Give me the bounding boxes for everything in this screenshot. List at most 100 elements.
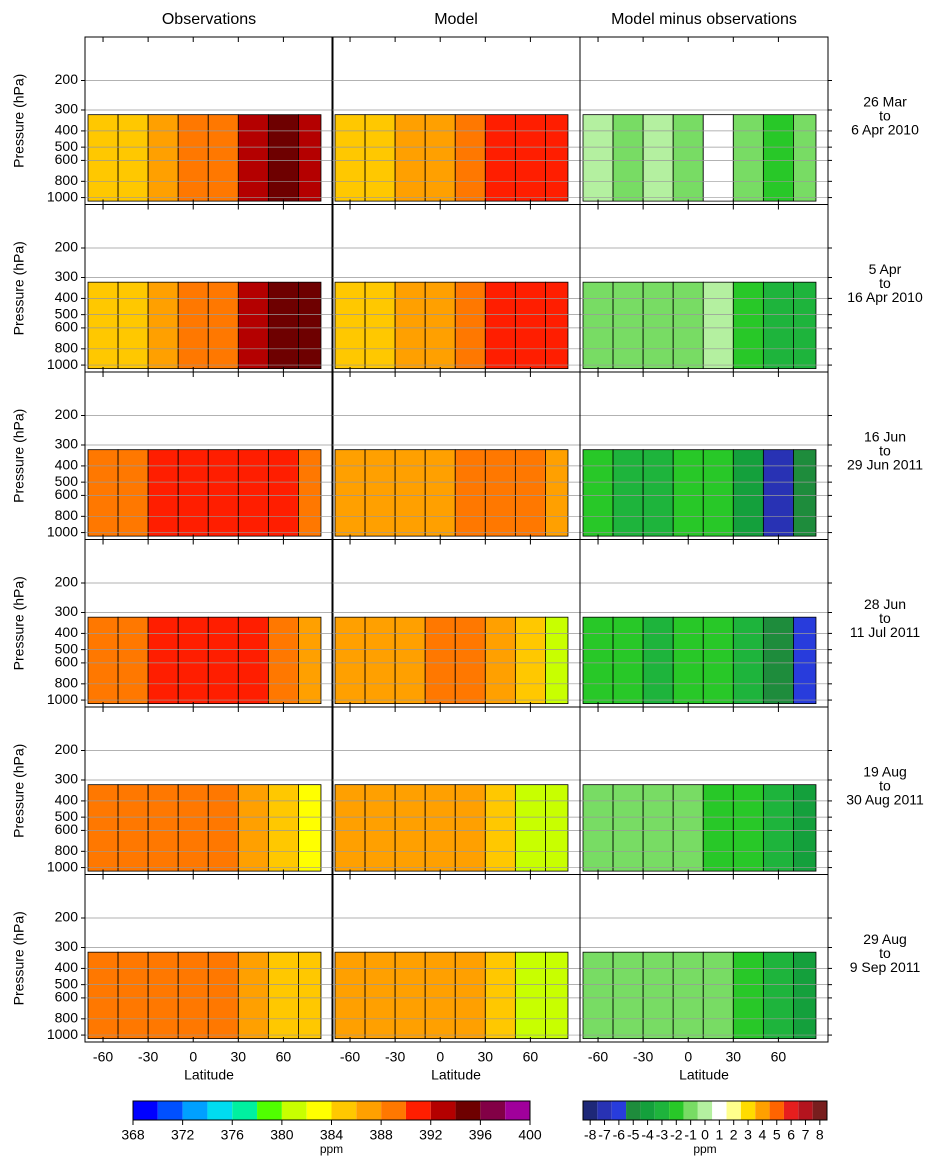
curtain-segment — [364, 281, 396, 370]
row-label: 29 Jun 2011 — [847, 456, 923, 472]
curtain-segment — [642, 281, 674, 370]
colorbar-box — [783, 1101, 799, 1120]
curtain-segment — [484, 784, 516, 872]
curtain-segment — [334, 281, 366, 370]
curtain-segment — [642, 114, 674, 202]
x-tick-label: -60 — [340, 1049, 360, 1065]
y-tick-label: 500 — [55, 473, 79, 489]
x-tick-label: 0 — [684, 1049, 692, 1065]
curtain-segment — [612, 114, 644, 202]
y-tick-label: 200 — [55, 909, 79, 925]
colorbar-tick-label: 384 — [320, 1127, 344, 1143]
colorbar-box — [182, 1101, 208, 1120]
colorbar-box — [740, 1101, 756, 1120]
x-tick-label: -30 — [138, 1049, 158, 1065]
y-tick-label: 300 — [55, 771, 79, 787]
y-tick-label: 300 — [55, 101, 79, 117]
colorbar-tick-label: -1 — [684, 1127, 697, 1143]
y-tick-label: 500 — [55, 138, 79, 154]
curtain-segment — [267, 616, 299, 705]
colorbar-box — [232, 1101, 258, 1120]
x-tick-label: 60 — [523, 1049, 539, 1065]
curtain-segment — [702, 784, 734, 872]
colorbar-tick-label: 8 — [816, 1127, 824, 1143]
colorbar-box — [798, 1101, 813, 1120]
curtain-segment — [545, 114, 569, 202]
y-tick-label: 800 — [55, 842, 79, 858]
y-tick-label: 500 — [55, 640, 79, 656]
curtain-segment — [642, 951, 674, 1040]
curtain-segment — [87, 951, 119, 1040]
curtain-segment — [484, 114, 516, 202]
colorbar-box — [626, 1101, 641, 1120]
y-tick-label: 300 — [55, 436, 79, 452]
colorbar-box — [281, 1101, 307, 1120]
y-axis-label: Pressure (hPa) — [11, 911, 27, 1005]
colorbar-tick-label: 392 — [419, 1127, 443, 1143]
row-label: 26 Mar — [863, 93, 907, 109]
curtain-segment — [177, 114, 209, 202]
curtain-segment — [87, 114, 119, 202]
colorbar-box — [505, 1101, 530, 1120]
curtain-segment — [732, 449, 764, 537]
curtain-segment — [117, 114, 149, 202]
y-tick-label: 600 — [55, 989, 79, 1005]
y-tick-label: 300 — [55, 938, 79, 954]
row-label: 16 Jun — [864, 428, 906, 444]
y-tick-label: 200 — [55, 71, 79, 87]
curtain-segment — [702, 114, 734, 202]
x-axis-label: Latitude — [431, 1067, 481, 1083]
row-label: 9 Sep 2011 — [850, 959, 921, 975]
curtain-segment — [147, 784, 179, 872]
curtain-segment — [454, 449, 486, 537]
curtain-segment — [514, 951, 546, 1040]
curtain-segment — [612, 449, 644, 537]
x-axis-label: Latitude — [184, 1067, 234, 1083]
colorbar-tick-label: 0 — [701, 1127, 709, 1143]
curtain-segment — [582, 784, 614, 872]
y-tick-label: 400 — [55, 289, 79, 305]
curtain-segment — [545, 281, 569, 370]
curtain-segment — [454, 281, 486, 370]
curtain-segment — [793, 784, 817, 872]
colorbar-box — [769, 1101, 784, 1120]
y-tick-label: 600 — [55, 151, 79, 167]
y-tick-label: 200 — [55, 239, 79, 255]
colorbar-tick-label: -2 — [670, 1127, 683, 1143]
curtain-segment — [298, 281, 322, 370]
colorbar-box — [755, 1101, 770, 1120]
curtain-segment — [237, 616, 269, 705]
curtain-segment — [612, 616, 644, 705]
y-axis-label: Pressure (hPa) — [11, 409, 27, 503]
curtain-segment — [545, 951, 569, 1040]
curtain-segment — [394, 784, 426, 872]
curtain-segment — [177, 281, 209, 370]
curtain-segment — [424, 616, 456, 705]
curtain-segment — [514, 449, 546, 537]
colorbar-box — [405, 1101, 431, 1120]
panel-frame — [579, 874, 829, 1043]
curtain-segment — [207, 616, 239, 705]
x-axis-label: Latitude — [679, 1067, 729, 1083]
curtain-segment — [147, 114, 179, 202]
curtain-segment — [237, 114, 269, 202]
colorbar-tick-label: 388 — [369, 1127, 393, 1143]
colorbar-tick-label: 1 — [715, 1127, 723, 1143]
curtain-segment — [87, 784, 119, 872]
colorbar-tick-label: -5 — [627, 1127, 640, 1143]
curtain-segment — [364, 616, 396, 705]
colorbar-label: ppm — [320, 1142, 343, 1156]
column-title: Model minus observations — [611, 11, 797, 28]
colorbar-tick-label: -6 — [613, 1127, 626, 1143]
curtain-segment — [484, 951, 516, 1040]
curtain-segment — [514, 616, 546, 705]
curtain-segment — [424, 114, 456, 202]
curtain-segment — [454, 114, 486, 202]
colorbar-tick-label: 368 — [121, 1127, 145, 1143]
y-tick-label: 400 — [55, 457, 79, 473]
row-label: to — [879, 610, 891, 626]
curtain-segment — [147, 449, 179, 537]
row-label: to — [879, 777, 891, 793]
curtain-segment — [147, 616, 179, 705]
curtain-segment — [147, 281, 179, 370]
